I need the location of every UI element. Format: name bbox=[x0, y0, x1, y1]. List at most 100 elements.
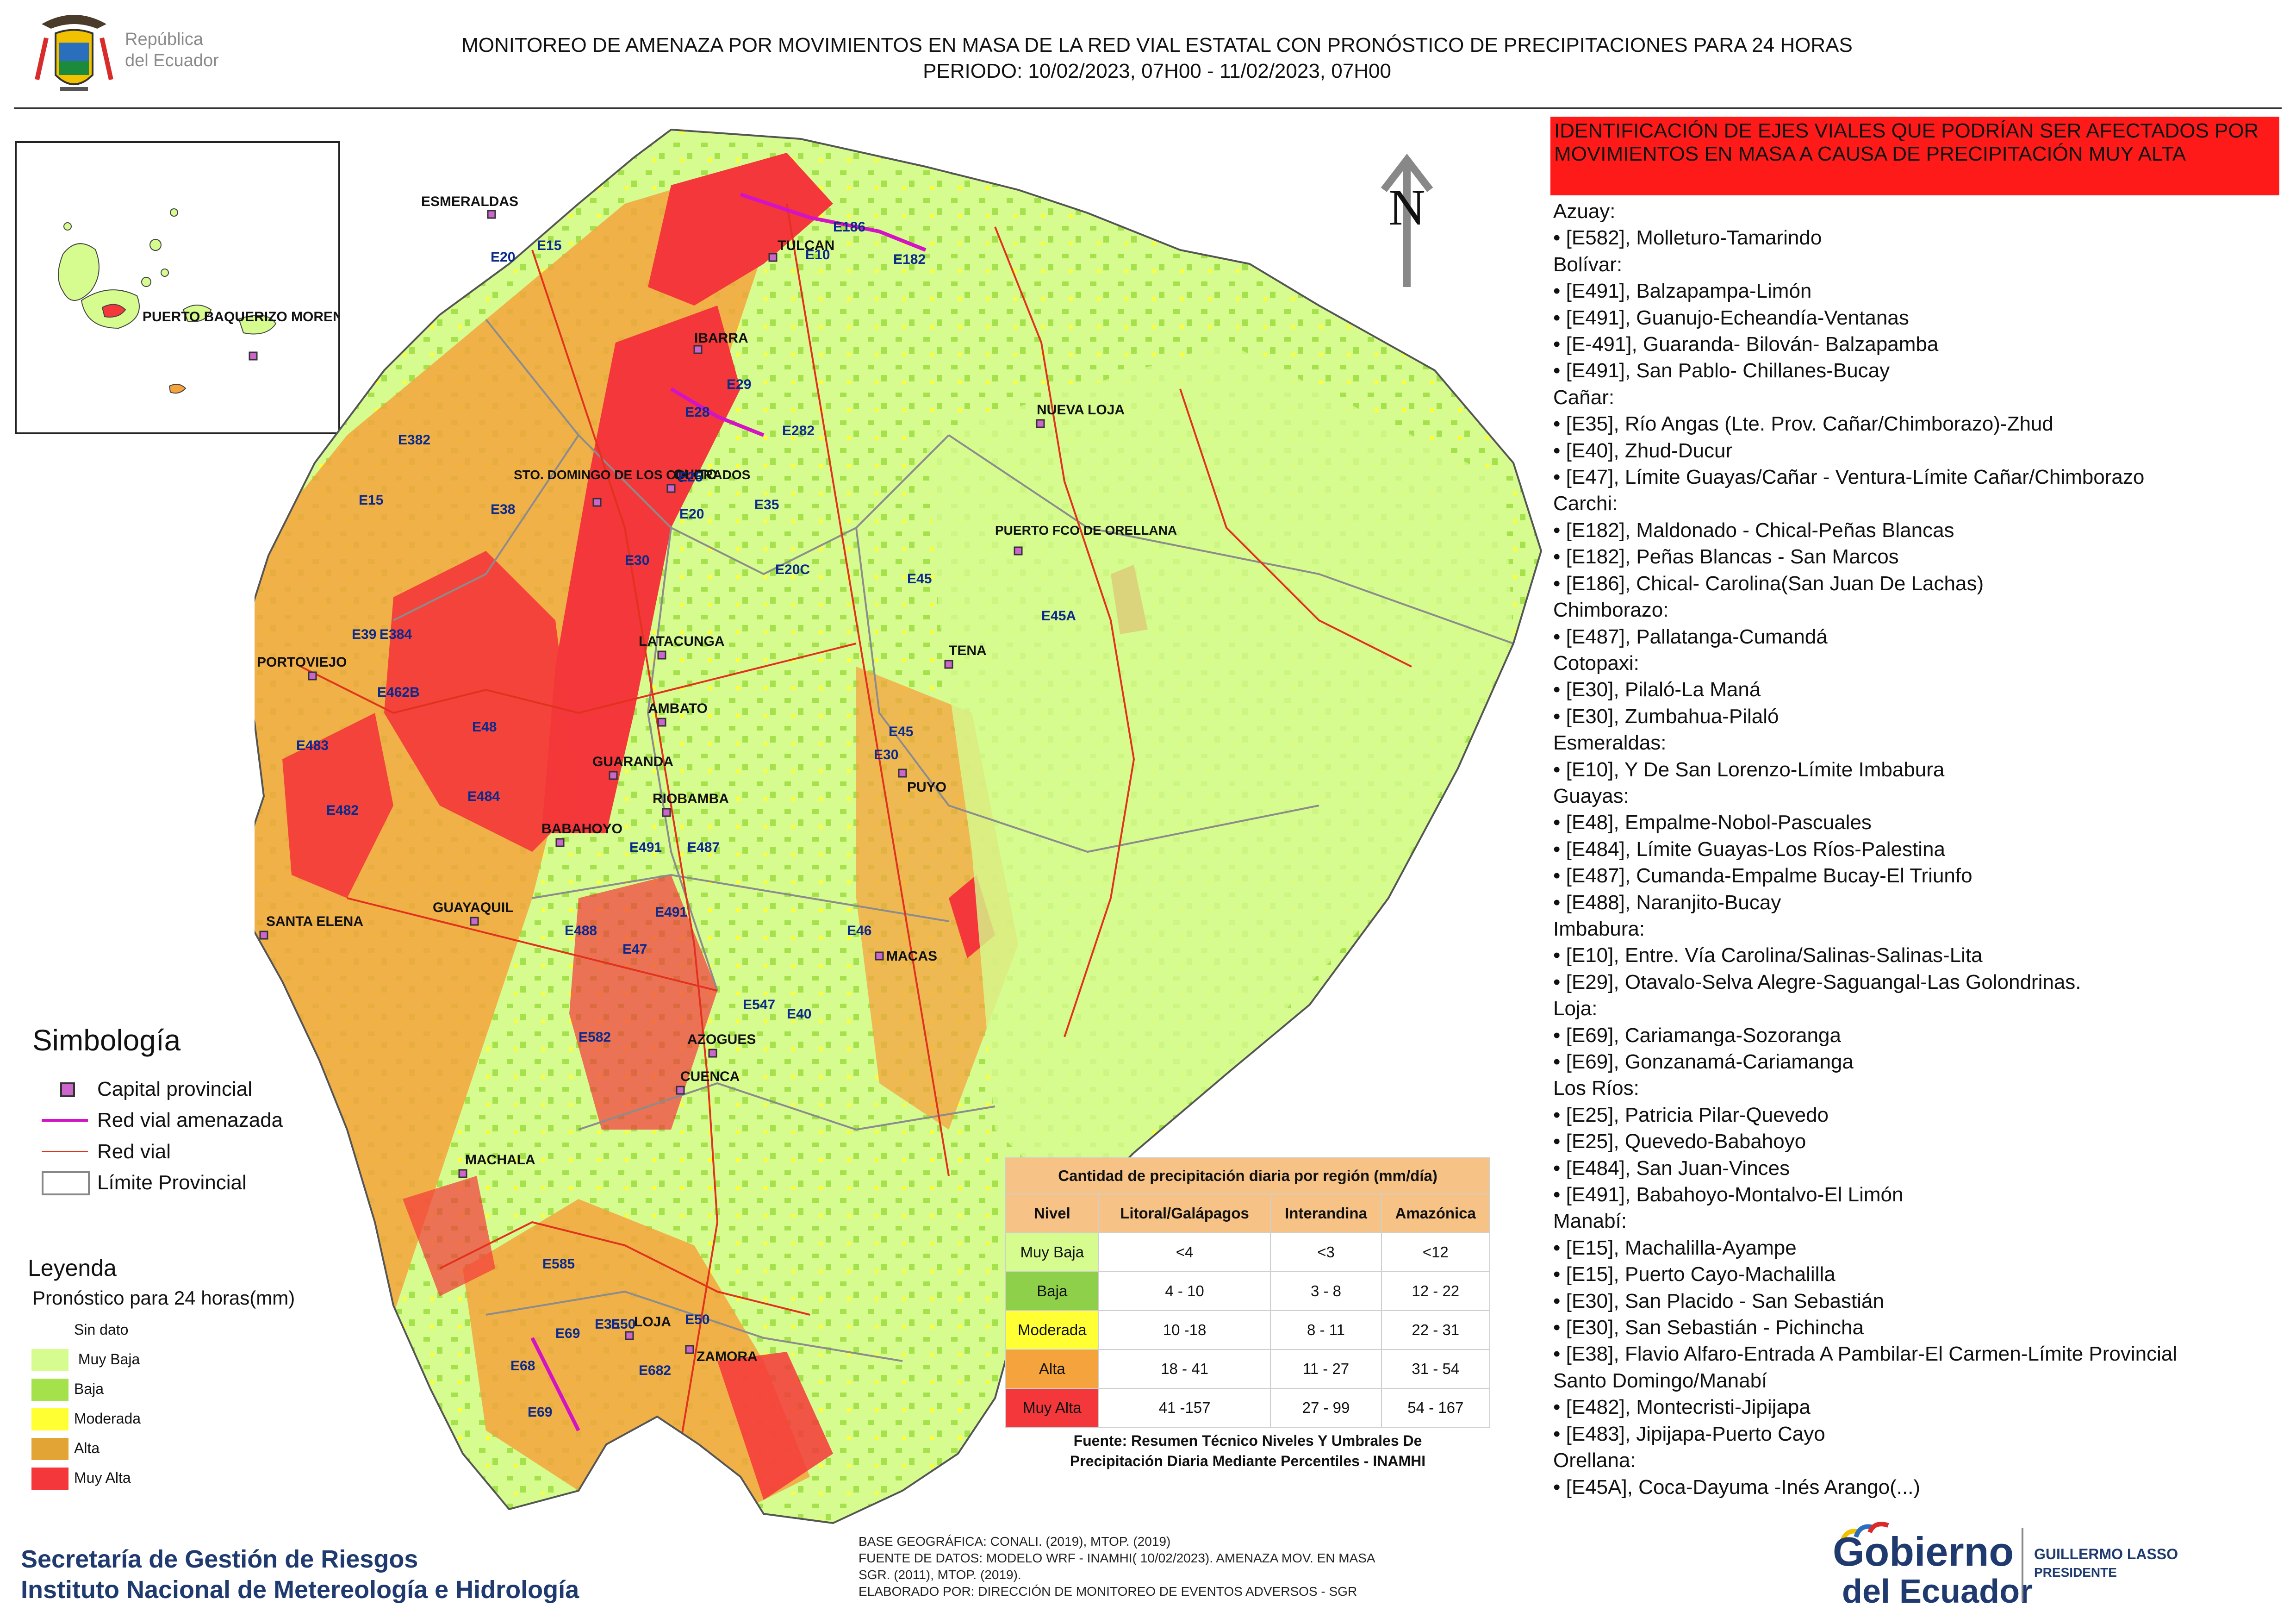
road-label: E10 bbox=[805, 247, 830, 262]
affected-routes-heading: IDENTIFICACIÓN DE EJES VIALES QUE PODRÍA… bbox=[1550, 117, 2279, 195]
route-item: • [E482], Montecristi-Jipijapa bbox=[1553, 1396, 1811, 1419]
road-label: E50 bbox=[685, 1312, 709, 1327]
table-row: Muy Alta 41 -157 27 - 99 54 - 167 bbox=[1005, 1388, 1491, 1428]
legend-threatened-road: Red vial amenazada bbox=[97, 1109, 283, 1131]
city-label: AMBATO bbox=[648, 701, 708, 716]
route-item: • [E69], Gonzanamá-Cariamanga bbox=[1553, 1050, 1854, 1073]
republica-del-ecuador-logo: República del Ecuador bbox=[32, 10, 245, 103]
road-label: E50 bbox=[611, 1317, 635, 1332]
province-heading: Manabí: bbox=[1553, 1210, 1627, 1233]
road-label: E186 bbox=[833, 219, 865, 235]
road-label: E45 bbox=[907, 571, 932, 587]
road-label: E40 bbox=[787, 1006, 811, 1022]
north-arrow-icon: N bbox=[1381, 153, 1433, 287]
inset-city-label: PUERTO BAQUERIZO MORENO bbox=[143, 309, 338, 325]
route-item: • [E30], Pilaló-La Maná bbox=[1553, 678, 1761, 701]
road-label: E46 bbox=[847, 923, 871, 938]
footer-credits: BASE GEOGRÁFICA: CONALI. (2019), MTOP. (… bbox=[859, 1533, 1375, 1600]
header-divider bbox=[14, 107, 2282, 109]
city-label: CUENCA bbox=[680, 1069, 740, 1084]
capital-marker-icon bbox=[249, 351, 258, 361]
table-cell: <12 bbox=[1381, 1232, 1491, 1272]
route-item: • [E-491], Guaranda- Bilován- Balzapamba bbox=[1553, 333, 1939, 356]
capital-marker-icon bbox=[60, 1082, 75, 1097]
city-label: ZAMORA bbox=[697, 1349, 758, 1364]
city-label: PUYO bbox=[907, 780, 946, 795]
road-label: E182 bbox=[893, 252, 926, 267]
capital-marker-quito bbox=[666, 484, 676, 493]
road-label: E582 bbox=[579, 1030, 611, 1045]
road-label: E39 bbox=[352, 627, 376, 642]
table-cell: 12 - 22 bbox=[1381, 1271, 1491, 1311]
road-label: E487 bbox=[687, 840, 720, 855]
table-cell: 41 -157 bbox=[1098, 1388, 1271, 1428]
road-line-icon bbox=[42, 1151, 88, 1152]
route-item: • [E47], Límite Guayas/Cañar - Ventura-L… bbox=[1553, 466, 2145, 489]
class-label: Moderada bbox=[74, 1410, 141, 1427]
class-label: Sin dato bbox=[74, 1321, 129, 1338]
province-heading: Loja: bbox=[1553, 997, 1598, 1020]
north-arrow: N bbox=[1370, 153, 1444, 292]
road-label: E68 bbox=[510, 1358, 535, 1374]
route-item: • [E186], Chical- Carolina(San Juan De L… bbox=[1553, 572, 1984, 595]
city-label: BABAHOYO bbox=[541, 821, 622, 837]
road-label: E682 bbox=[639, 1363, 671, 1378]
table-row: Moderada 10 -18 8 - 11 22 - 31 bbox=[1005, 1310, 1491, 1350]
capital-marker-guayaquil bbox=[470, 917, 479, 926]
table-header: Litoral/Galápagos bbox=[1098, 1193, 1271, 1233]
logo-text-line1: República bbox=[125, 30, 203, 49]
swatch-alta bbox=[31, 1438, 68, 1460]
city-label: PUERTO FCO DE ORELLANA bbox=[995, 523, 1177, 537]
swatch-sin-dato bbox=[31, 1319, 68, 1342]
road-label: E15 bbox=[537, 238, 561, 253]
road-label: E45A bbox=[1041, 608, 1076, 624]
province-heading: Bolívar: bbox=[1553, 253, 1623, 276]
forecast-classes: Sin dato Muy Baja Baja Moderada Alta Muy… bbox=[28, 1319, 305, 1514]
route-item: • [E488], Naranjito-Bucay bbox=[1553, 891, 1781, 914]
road-label: E29 bbox=[727, 377, 751, 392]
credit-line3: SGR. (2011), MTOP. (2019). bbox=[859, 1568, 1021, 1582]
org-line2: Instituto Nacional de Metereología e Hid… bbox=[21, 1576, 579, 1604]
capital-marker-guaranda bbox=[609, 771, 618, 780]
capital-marker-puyo bbox=[898, 768, 907, 778]
province-heading: Carchi: bbox=[1553, 492, 1618, 515]
city-label: GUARANDA bbox=[592, 754, 673, 769]
city-label: QUITO bbox=[673, 467, 717, 482]
table-cell: 54 - 167 bbox=[1381, 1388, 1491, 1428]
capital-marker-machala bbox=[458, 1169, 467, 1178]
city-label: STO. DOMINGO DE LOS COLORADOS bbox=[514, 468, 750, 482]
route-item: • [E30], San Sebastián - Pichincha bbox=[1553, 1316, 1864, 1339]
capital-marker-tulcan bbox=[768, 253, 778, 262]
road-label: E384 bbox=[380, 627, 412, 642]
class-label: Baja bbox=[74, 1380, 104, 1397]
legend-road: Red vial bbox=[97, 1140, 171, 1163]
level-cell: Baja bbox=[1005, 1271, 1099, 1311]
galapagos-inset-map: PUERTO BAQUERIZO MORENO bbox=[15, 141, 354, 434]
table-cell: <3 bbox=[1270, 1232, 1382, 1272]
route-item: • [E48], Empalme-Nobol-Pascuales bbox=[1553, 811, 1872, 834]
source-line2: Precipitación Diaria Mediante Percentile… bbox=[1070, 1453, 1426, 1469]
route-item: • [E25], Patricia Pilar-Quevedo bbox=[1553, 1103, 1829, 1126]
class-label: Alta bbox=[74, 1440, 100, 1456]
route-item: • [E15], Machalilla-Ayampe bbox=[1553, 1236, 1797, 1259]
city-label: ESMERALDAS bbox=[421, 194, 518, 209]
table-cell: <4 bbox=[1098, 1232, 1271, 1272]
road-label: E30 bbox=[625, 553, 649, 568]
city-label: MACAS bbox=[886, 949, 937, 964]
route-item: • [E45A], Coca-Dayuma -Inés Arango(...) bbox=[1553, 1475, 1921, 1499]
route-item: • [E484], San Juan-Vinces bbox=[1553, 1156, 1790, 1180]
road-label: E282 bbox=[782, 423, 815, 438]
table-cell: 11 - 27 bbox=[1270, 1349, 1382, 1389]
map-title: MONITOREO DE AMENAZA POR MOVIMIENTOS EN … bbox=[324, 32, 1990, 84]
road-label: E69 bbox=[528, 1405, 552, 1420]
province-heading: Cotopaxi: bbox=[1553, 651, 1639, 675]
footer-organizations: Secretaría de Gestión de Riesgos Institu… bbox=[21, 1544, 579, 1605]
capital-marker-santa-elena bbox=[259, 931, 268, 940]
capital-marker-ibarra bbox=[693, 345, 703, 354]
gov-logo-line1: Gobierno bbox=[1833, 1529, 2014, 1574]
route-item: • [E491], San Pablo- Chillanes-Bucay bbox=[1553, 359, 1890, 382]
route-item: • [E487], Pallatanga-Cumandá bbox=[1553, 625, 1828, 648]
road-label: E491 bbox=[655, 905, 687, 920]
table-header: Nivel bbox=[1005, 1193, 1099, 1233]
table-header: Interandina bbox=[1270, 1193, 1382, 1233]
